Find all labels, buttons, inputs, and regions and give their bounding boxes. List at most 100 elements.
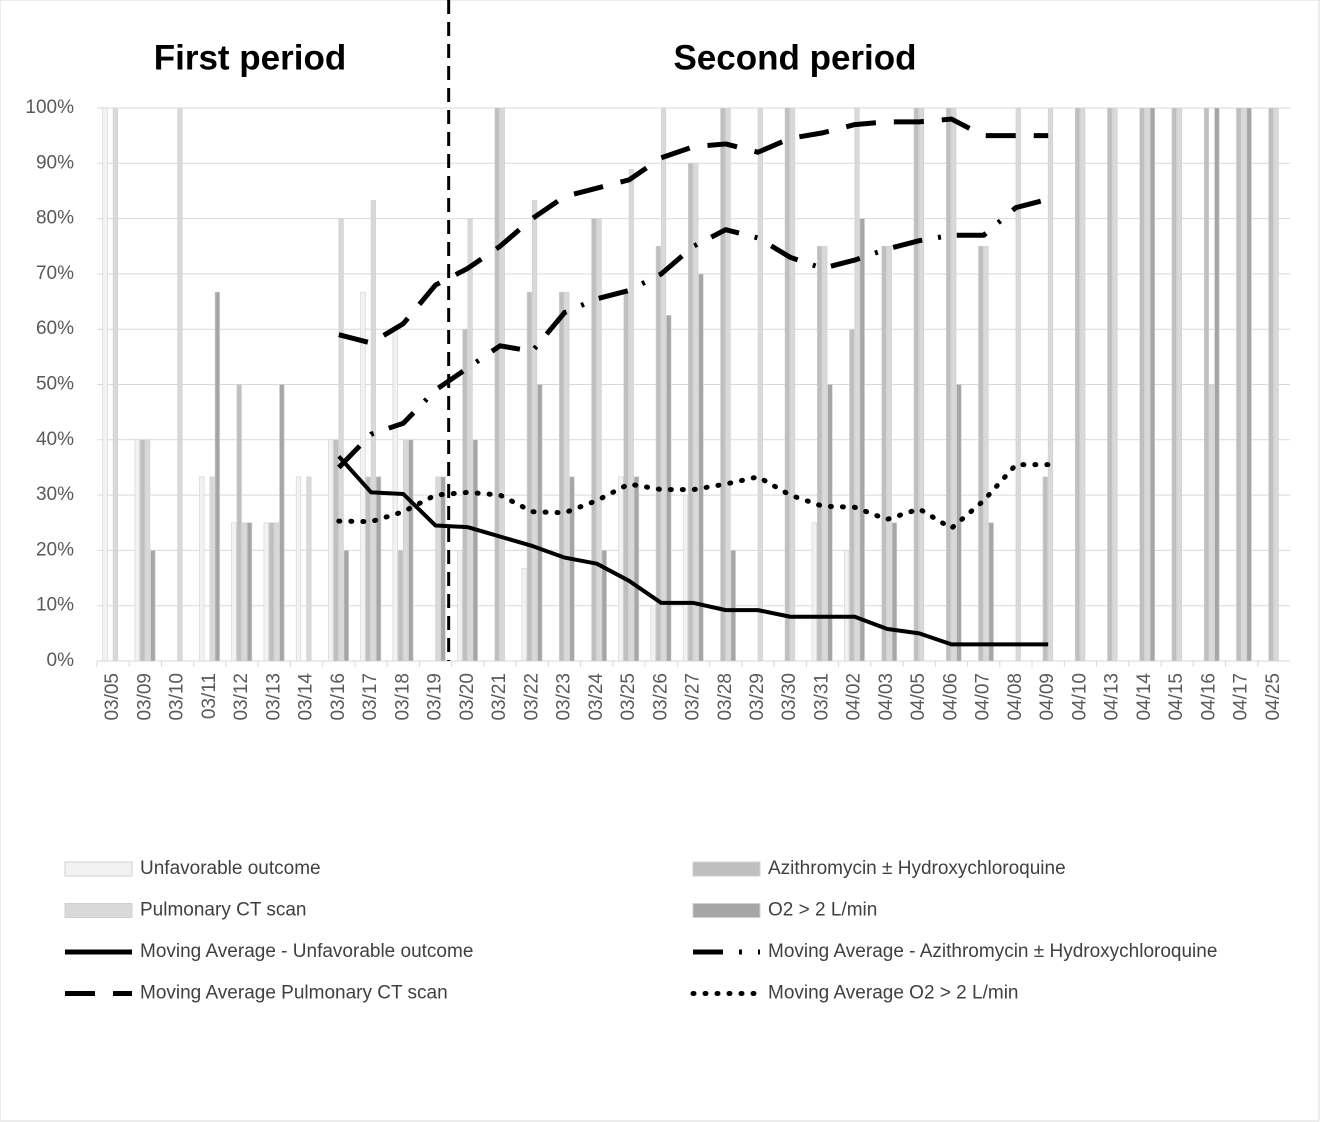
bar: [274, 522, 280, 662]
x-tick-label: 03/10: [167, 673, 188, 721]
bar: [462, 328, 468, 662]
bar: [945, 107, 952, 662]
x-tick-label: 04/07: [973, 673, 994, 721]
annotation: First period: [154, 38, 347, 77]
x-tick-label: 03/26: [650, 673, 671, 721]
bar: [623, 291, 629, 662]
x-tick-label: 03/24: [586, 673, 607, 721]
bar: [1107, 107, 1113, 662]
x-tick-label: 03/20: [457, 673, 478, 721]
legend-label: Azithromycin ± Hydroxychloroquine: [768, 858, 1066, 879]
bar: [397, 550, 404, 662]
bar: [1171, 107, 1177, 662]
y-tick-label: 100%: [25, 97, 74, 118]
bar: [886, 245, 892, 662]
bar: [150, 550, 156, 662]
bar: [467, 218, 473, 662]
bar: [859, 218, 865, 662]
bar: [236, 384, 242, 662]
bar: [650, 605, 656, 662]
bar: [956, 384, 962, 662]
bar: [730, 550, 736, 662]
bar: [375, 476, 382, 662]
bar: [988, 522, 994, 662]
x-tick-label: 03/22: [521, 673, 542, 721]
x-tick-label: 04/16: [1198, 673, 1219, 721]
bar: [306, 476, 312, 662]
bar: [1144, 107, 1150, 662]
bar: [435, 476, 441, 662]
x-tick-label: 03/13: [263, 673, 284, 721]
x-tick-label: 03/16: [328, 673, 349, 721]
x-tick-label: 03/19: [425, 673, 446, 721]
bar: [591, 218, 597, 662]
y-tick-label: 30%: [36, 484, 74, 505]
bar: [559, 291, 565, 662]
moving-average-line: [336, 462, 1051, 531]
x-tick-label: 03/28: [715, 673, 736, 721]
bar: [881, 245, 887, 662]
y-tick-label: 60%: [36, 318, 74, 339]
y-tick-label: 0%: [47, 650, 75, 671]
bar: [526, 291, 532, 662]
x-tick-label: 03/09: [134, 673, 155, 721]
bar: [1149, 107, 1156, 662]
x-tick-label: 03/29: [747, 673, 768, 721]
bar: [789, 107, 796, 662]
bar: [633, 476, 640, 662]
bar: [1139, 107, 1145, 662]
bar: [370, 200, 376, 662]
bar: [112, 107, 119, 662]
bar: [1241, 107, 1247, 662]
x-tick-label: 03/31: [811, 673, 832, 721]
moving-average-line: [338, 116, 1049, 346]
moving-average-line: [337, 196, 1049, 470]
x-tick-label: 03/14: [296, 673, 317, 721]
x-tick-label: 03/25: [618, 673, 639, 721]
bar: [725, 107, 731, 662]
y-tick-label: 50%: [36, 374, 74, 395]
bar: [1214, 107, 1220, 662]
x-tick-label: 03/12: [231, 673, 252, 721]
x-tick-label: 04/03: [876, 673, 897, 721]
x-tick-label: 03/30: [779, 673, 800, 721]
x-tick-label: 04/05: [908, 673, 929, 721]
x-tick-label: 03/17: [360, 673, 381, 721]
legend-swatch: [692, 903, 761, 918]
bar: [241, 522, 247, 662]
legend-label: Unfavorable outcome: [140, 858, 321, 879]
y-tick-label: 70%: [36, 263, 74, 284]
bar: [1236, 107, 1242, 662]
bar: [1042, 476, 1048, 662]
bar: [811, 522, 817, 662]
moving-average-line: [337, 455, 1049, 647]
bar: [618, 476, 624, 662]
bar: [564, 291, 570, 662]
bar: [263, 522, 269, 662]
bar: [596, 218, 602, 662]
bar: [214, 291, 220, 662]
x-tick-label: 03/21: [489, 673, 510, 721]
bar: [822, 245, 828, 662]
bar: [660, 107, 667, 662]
bar: [531, 200, 538, 662]
y-tick-label: 80%: [36, 208, 74, 229]
bar: [1112, 107, 1118, 662]
bar: [537, 384, 543, 662]
legend-swatch: [692, 861, 761, 877]
bar: [951, 107, 957, 662]
x-tick-label: 04/13: [1102, 673, 1123, 721]
bar: [457, 550, 463, 662]
bar: [338, 218, 344, 662]
bar: [472, 439, 478, 662]
bar: [177, 107, 183, 662]
bar: [494, 107, 500, 662]
y-tick-label: 10%: [36, 595, 74, 616]
x-tick-label: 04/09: [1037, 673, 1058, 721]
bar: [246, 522, 253, 662]
bar: [1015, 107, 1021, 662]
bar: [268, 522, 275, 662]
bar: [849, 328, 855, 662]
x-tick-label: 03/27: [683, 673, 704, 721]
bar: [698, 273, 704, 662]
